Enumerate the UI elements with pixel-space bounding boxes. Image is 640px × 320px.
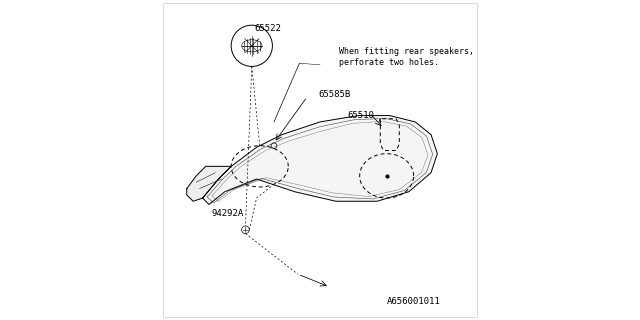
Text: 65510: 65510 (348, 111, 374, 120)
Polygon shape (187, 166, 231, 201)
Polygon shape (203, 116, 437, 204)
Text: A656001011: A656001011 (387, 297, 440, 306)
Text: When fitting rear speakers,
perforate two holes.: When fitting rear speakers, perforate tw… (339, 46, 474, 67)
Text: 94292A: 94292A (212, 209, 244, 219)
Text: 65522: 65522 (254, 24, 281, 33)
Text: 65585B: 65585B (318, 91, 351, 100)
